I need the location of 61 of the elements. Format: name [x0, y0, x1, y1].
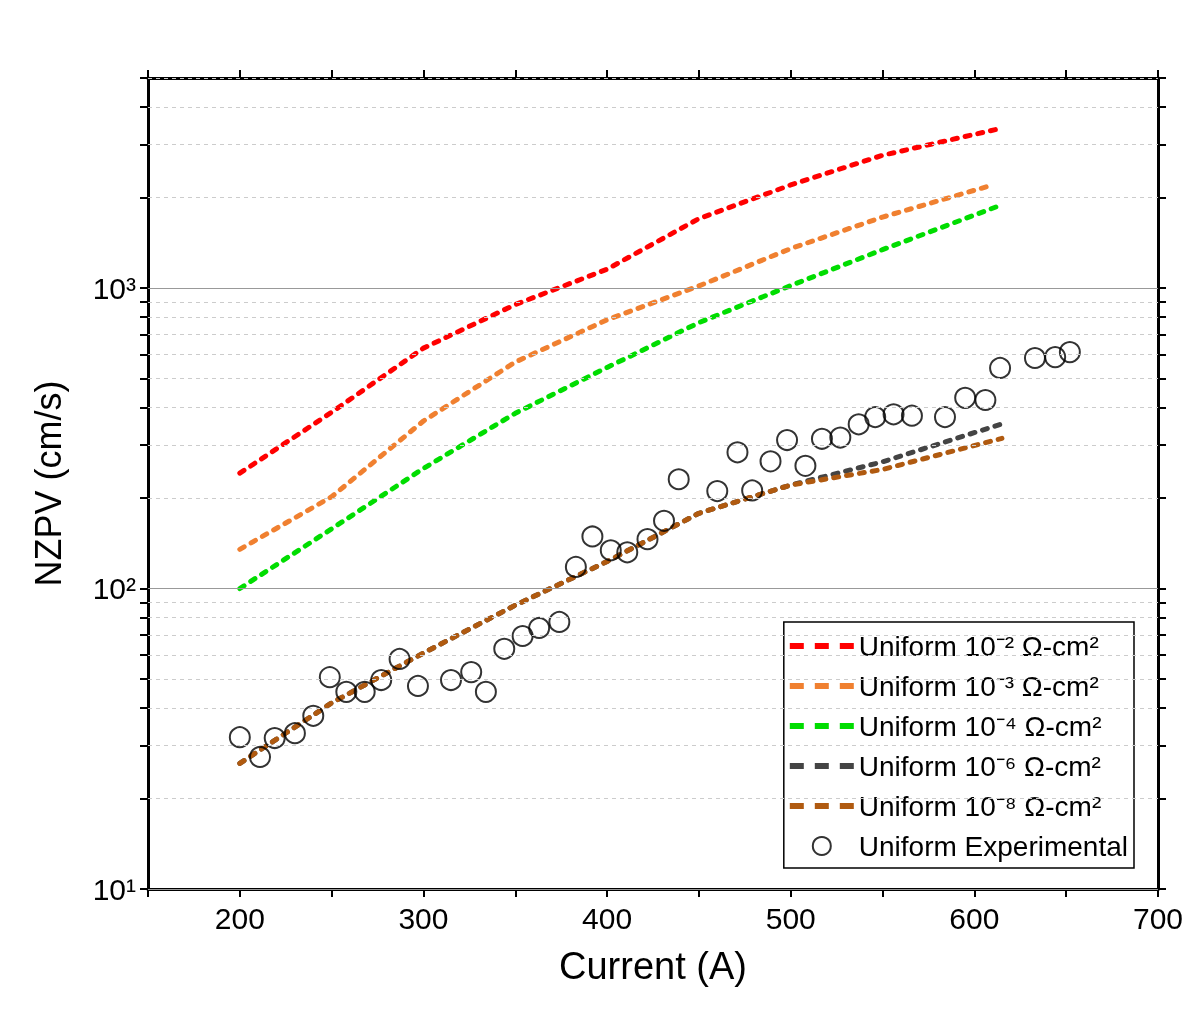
- point: [847, 413, 870, 436]
- point: [954, 386, 977, 409]
- point: [829, 426, 852, 449]
- x-tick-label: 500: [765, 901, 816, 935]
- point: [353, 680, 376, 703]
- point: [1023, 347, 1046, 369]
- point: [934, 406, 956, 429]
- point: [989, 356, 1012, 379]
- point: [228, 726, 251, 749]
- point: [741, 479, 764, 502]
- legend-label: Uniform 10⁻⁸ Ω-cm²: [858, 790, 1102, 822]
- legend-label: Uniform 10⁻³ Ω-cm²: [858, 670, 1099, 702]
- point: [406, 674, 429, 697]
- point: [564, 555, 587, 578]
- point: [810, 427, 833, 450]
- point: [794, 454, 817, 477]
- x-tick-label: 400: [582, 901, 633, 935]
- point: [370, 669, 393, 692]
- point: [599, 539, 622, 562]
- point: [706, 480, 729, 503]
- point: [318, 666, 341, 689]
- point: [335, 680, 358, 703]
- y-tick-label: 10³: [92, 271, 137, 305]
- point: [616, 541, 639, 564]
- point: [511, 625, 534, 647]
- point: [302, 704, 325, 727]
- point: [726, 441, 749, 464]
- point: [667, 468, 690, 491]
- point: [974, 389, 997, 411]
- point: [249, 745, 272, 768]
- point: [528, 616, 551, 639]
- point: [474, 680, 497, 703]
- point: [388, 647, 411, 670]
- point: [263, 727, 286, 750]
- point: [864, 406, 887, 429]
- legend-label: Uniform 10⁻² Ω-cm²: [858, 630, 1099, 662]
- point: [900, 404, 923, 427]
- point: [636, 528, 659, 551]
- point: [759, 450, 782, 473]
- legend-label: Uniform 10⁻⁴ Ω-cm²: [858, 710, 1102, 742]
- point: [776, 429, 799, 452]
- point: [1044, 346, 1067, 369]
- point: [581, 525, 604, 548]
- x-tick-label: 700: [1132, 901, 1184, 935]
- point: [440, 669, 462, 692]
- legend-label: Uniform Experimental: [858, 830, 1128, 862]
- legend-label: Uniform 10⁻⁶ Ω-cm²: [858, 750, 1101, 782]
- x-tick-label: 200: [214, 901, 265, 935]
- point: [460, 661, 483, 684]
- point: [493, 637, 516, 660]
- point: [882, 403, 905, 426]
- x-tick-label: 600: [949, 901, 1000, 935]
- point: [653, 509, 676, 532]
- point: [283, 722, 306, 745]
- y-tick-label: 10¹: [92, 872, 137, 906]
- point: [548, 610, 571, 633]
- point: [1058, 341, 1081, 364]
- x-tick-label: 300: [398, 901, 449, 935]
- y-axis-title: NZPV (cm/s): [27, 380, 69, 587]
- y-tick-label: 10²: [92, 572, 137, 606]
- x-axis-title: Current (A): [559, 945, 747, 987]
